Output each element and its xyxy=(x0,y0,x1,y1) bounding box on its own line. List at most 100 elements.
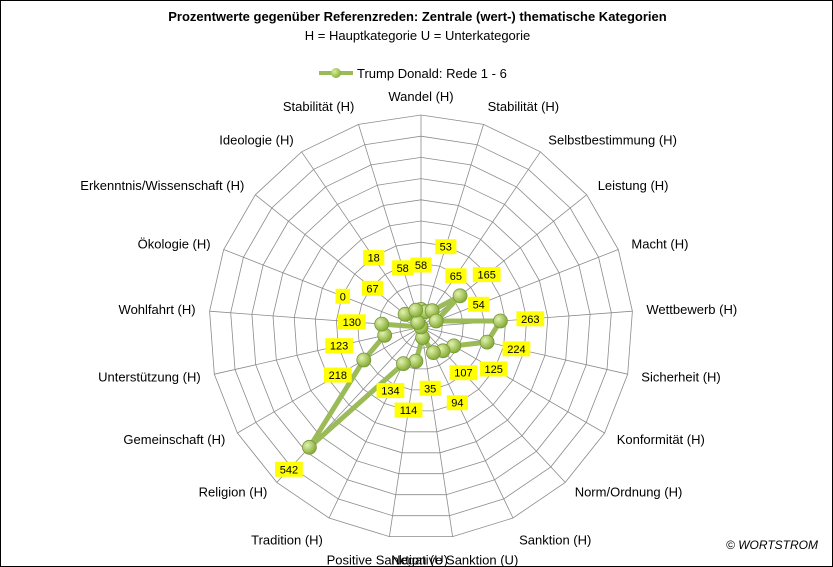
data-label: 542 xyxy=(280,464,298,476)
data-label: 65 xyxy=(450,271,462,283)
data-label: 35 xyxy=(424,383,436,395)
data-label-box xyxy=(275,461,303,477)
category-label: Ökologie (H) xyxy=(138,236,211,251)
data-point xyxy=(452,288,468,304)
data-point xyxy=(408,302,424,318)
data-point xyxy=(395,356,411,372)
grid-spoke xyxy=(255,194,422,328)
grid-ring xyxy=(230,135,612,517)
data-label: 125 xyxy=(485,364,503,376)
data-label-box xyxy=(394,402,423,418)
category-label: Stabilität (H) xyxy=(488,99,560,114)
category-label: Konformität (H) xyxy=(617,432,705,447)
data-label: 107 xyxy=(454,368,472,380)
data-label: 224 xyxy=(507,344,525,356)
legend-swatch-icon xyxy=(319,67,353,79)
grid-ring xyxy=(251,156,591,496)
data-label: 94 xyxy=(451,398,463,410)
grid-spoke xyxy=(223,249,422,328)
data-label: 263 xyxy=(521,314,539,326)
data-label: 218 xyxy=(329,370,347,382)
category-label: Ideologie (H) xyxy=(219,132,293,147)
data-label: 53 xyxy=(440,242,452,254)
data-label: 130 xyxy=(343,317,361,329)
grid-ring xyxy=(314,220,528,433)
data-label-box xyxy=(502,341,531,357)
data-label: 67 xyxy=(366,283,378,295)
data-label-box xyxy=(335,288,351,304)
category-label: Wettbewerb (H) xyxy=(646,302,737,317)
grid-spoke xyxy=(420,326,453,537)
category-label: Norm/Ordnung (H) xyxy=(575,485,683,500)
category-label: Religion (H) xyxy=(199,485,268,500)
data-label-box xyxy=(323,367,352,383)
category-label: Sanktion (H) xyxy=(519,533,591,548)
data-label-box xyxy=(363,250,385,266)
category-label: Wohlfahrt (H) xyxy=(119,302,196,317)
data-point xyxy=(492,313,508,329)
category-label: Selbstbestimmung (H) xyxy=(548,132,677,147)
data-point xyxy=(301,439,317,455)
data-label-box xyxy=(446,395,468,411)
data-point xyxy=(425,345,441,361)
data-label-box xyxy=(361,280,384,296)
category-label: Negative Sanktion (U) xyxy=(391,553,518,567)
data-label: 165 xyxy=(478,270,496,282)
grid-spoke xyxy=(420,249,619,328)
data-label-box xyxy=(435,239,457,255)
category-label: Tradition (H) xyxy=(251,533,323,548)
category-label: Sicherheit (H) xyxy=(641,369,720,384)
grid-spoke xyxy=(328,326,422,519)
data-label-box xyxy=(468,296,490,312)
grid-ring xyxy=(272,178,570,475)
data-label-box xyxy=(449,365,478,381)
data-label-box xyxy=(376,383,405,399)
chart-title: Prozentwerte gegenüber Referenzreden: Ze… xyxy=(168,9,667,24)
grid-spoke xyxy=(276,326,422,483)
grid-spoke xyxy=(358,124,422,328)
data-label-box xyxy=(337,314,366,330)
grid-spoke xyxy=(420,124,484,328)
category-label: Macht (H) xyxy=(631,236,688,251)
chart-subtitle: H = Hauptkategorie U = Unterkategorie xyxy=(304,28,531,43)
data-point xyxy=(428,313,444,329)
category-label: Stabilität (H) xyxy=(283,99,355,114)
category-label: Wandel (H) xyxy=(388,89,453,104)
data-label-box xyxy=(516,311,545,327)
data-label: 0 xyxy=(340,291,346,303)
data-label-box xyxy=(479,361,508,377)
data-label: 58 xyxy=(397,263,409,275)
data-label-box xyxy=(472,267,501,283)
data-point xyxy=(479,334,495,350)
data-label-box xyxy=(392,260,414,276)
legend: Trump Donald: Rede 1 - 6 xyxy=(319,64,507,82)
data-label: 58 xyxy=(415,260,427,272)
grid-spoke xyxy=(420,151,541,328)
data-point xyxy=(408,353,424,369)
grid-ring xyxy=(209,114,633,537)
grid-ring xyxy=(293,199,549,454)
data-point xyxy=(410,315,426,330)
data-label: 54 xyxy=(473,299,485,311)
copyright-text: © WORTSTROM xyxy=(726,538,818,552)
data-label-box xyxy=(445,268,467,284)
data-point xyxy=(356,352,372,368)
data-label: 114 xyxy=(400,405,418,417)
data-label-box xyxy=(419,380,441,396)
grid-spoke xyxy=(301,151,422,328)
data-label: 134 xyxy=(381,386,399,398)
data-label: 123 xyxy=(330,341,348,353)
category-label: Gemeinschaft (H) xyxy=(123,432,225,447)
category-label: Unterstützung (H) xyxy=(98,369,201,384)
data-point xyxy=(374,316,390,332)
grid-spoke xyxy=(420,194,587,328)
data-label: 18 xyxy=(368,253,380,265)
grid-ring xyxy=(378,284,464,370)
legend-label: Trump Donald: Rede 1 - 6 xyxy=(357,65,507,81)
category-label: Leistung (H) xyxy=(598,178,669,193)
category-label: Erkenntnis/Wissenschaft (H) xyxy=(80,178,244,193)
data-label-box xyxy=(410,257,432,273)
data-label-box xyxy=(325,338,353,354)
